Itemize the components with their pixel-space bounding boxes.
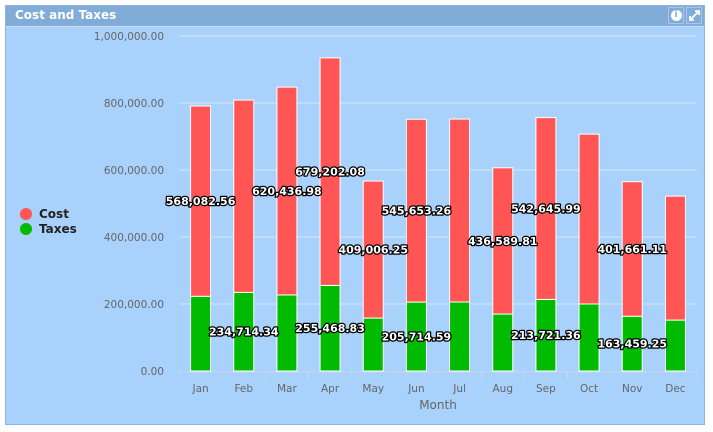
legend-item-taxes[interactable]: Taxes — [20, 221, 77, 236]
bar-taxes — [492, 313, 514, 372]
data-label: 163,459.25 — [597, 338, 667, 351]
y-tick-label: 600,000.00 — [104, 165, 164, 177]
bar-cost — [319, 57, 341, 286]
legend-label: Taxes — [39, 221, 77, 236]
bar-cost — [578, 133, 600, 305]
data-label: 542,645.99 — [511, 203, 581, 216]
x-tick-label: Dec — [665, 383, 686, 395]
bar-taxes — [449, 301, 471, 372]
data-label: 205,714.59 — [382, 331, 452, 344]
y-tick-label: 1,000,000.00 — [94, 31, 164, 43]
y-tick-label: 400,000.00 — [104, 232, 164, 244]
data-label: 620,436.98 — [252, 185, 322, 198]
x-tick-label: Jun — [407, 383, 424, 395]
x-tick-label: Jan — [191, 383, 208, 395]
data-label: 679,202.08 — [295, 166, 365, 179]
x-tick-label: Oct — [580, 383, 598, 395]
bar-taxes — [664, 319, 686, 372]
x-tick-label: Mar — [277, 383, 297, 395]
bar-cost — [405, 118, 427, 303]
expand-button[interactable] — [686, 7, 702, 24]
legend-item-cost[interactable]: Cost — [20, 206, 77, 221]
x-tick-label: Aug — [492, 383, 513, 395]
bar-taxes — [190, 295, 212, 372]
x-tick-label: Jul — [452, 383, 466, 395]
x-tick-label: Sep — [536, 383, 556, 395]
x-tick-label: Feb — [234, 383, 253, 395]
x-tick-label: Apr — [321, 383, 340, 395]
legend: Cost Taxes — [20, 206, 77, 236]
y-tick-label: 800,000.00 — [104, 98, 164, 110]
bar-taxes — [362, 317, 384, 372]
info-icon: i — [670, 10, 682, 21]
bar-cost — [233, 99, 255, 293]
bar-cost — [664, 195, 686, 321]
bar-cost — [492, 167, 514, 315]
data-label: 545,653.26 — [382, 205, 452, 218]
bar-cost — [621, 181, 643, 317]
bar-cost — [276, 86, 298, 296]
panel-header: Cost and Taxes i — [6, 6, 704, 27]
data-label: 409,006.25 — [338, 244, 408, 257]
expand-icon — [688, 10, 700, 21]
data-label: 401,661.11 — [597, 243, 667, 256]
bar-cost — [190, 105, 212, 297]
x-axis-title: Month — [419, 398, 457, 412]
bar-cost — [449, 118, 471, 303]
x-tick-label: May — [362, 383, 384, 395]
bar-cost — [362, 180, 384, 319]
bar-taxes — [276, 294, 298, 372]
panel-title: Cost and Taxes — [15, 8, 117, 22]
info-button[interactable]: i — [668, 7, 684, 24]
cost-swatch-icon — [20, 207, 32, 220]
data-label: 436,589.81 — [468, 235, 538, 248]
legend-label: Cost — [39, 206, 69, 221]
data-label: 255,468.83 — [295, 322, 365, 335]
data-label: 234,714.34 — [209, 326, 279, 339]
data-label: 213,721.36 — [511, 329, 581, 342]
taxes-swatch-icon — [20, 222, 32, 235]
bar-taxes — [578, 303, 600, 372]
y-tick-label: 0.00 — [141, 366, 164, 378]
y-tick-label: 200,000.00 — [104, 299, 164, 311]
x-tick-label: Nov — [622, 383, 643, 395]
bar-cost — [535, 117, 557, 300]
data-label: 568,082.56 — [166, 195, 236, 208]
